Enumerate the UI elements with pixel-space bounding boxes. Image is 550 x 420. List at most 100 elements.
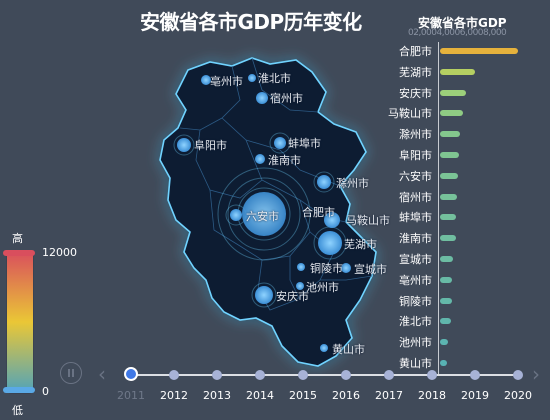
ranking-bar[interactable] (440, 110, 463, 117)
city-bubbles[interactable] (177, 74, 351, 352)
ranking-bar[interactable] (440, 48, 518, 54)
timeline-dot[interactable] (427, 370, 437, 380)
city-label: 合肥市 (302, 206, 335, 219)
visual-map-low-label: 低 (12, 404, 23, 417)
timeline-dot[interactable] (169, 370, 179, 380)
prev-arrow-icon[interactable]: ‹ (98, 362, 106, 386)
ranking-bar[interactable] (440, 339, 448, 346)
city-label: 黄山市 (332, 343, 365, 356)
ranking-label: 阜阳市 (399, 149, 432, 162)
city-rings (173, 132, 347, 308)
ranking-label: 马鞍山市 (388, 107, 432, 121)
visual-map-high-label: 高 (12, 232, 23, 245)
ranking-label: 滁州市 (399, 128, 432, 142)
ranking-label: 亳州市 (399, 273, 432, 287)
ranking-label: 铜陵市 (399, 294, 432, 308)
pause-button[interactable] (60, 362, 82, 384)
ranking-bar[interactable] (440, 131, 460, 138)
bubble-xuancheng[interactable] (341, 263, 351, 273)
ranking-bar[interactable] (440, 276, 453, 283)
ranking-bar[interactable] (440, 360, 448, 366)
timeline-year-label[interactable]: 2012 (160, 389, 188, 402)
timeline-dot[interactable] (341, 370, 351, 380)
visual-map-bottom-handle[interactable] (3, 387, 35, 393)
ranking-label: 黄山市 (399, 357, 432, 370)
bubble-bozhou[interactable] (201, 75, 211, 85)
timeline-dot[interactable] (212, 370, 222, 380)
city-label: 安庆市 (276, 290, 309, 303)
ranking-label: 六安市 (399, 169, 432, 183)
timeline-dot[interactable] (513, 370, 523, 380)
bubble-hefei[interactable] (242, 192, 286, 236)
ranking-label: 蚌埠市 (399, 211, 432, 225)
timeline-year-label[interactable]: 2018 (418, 389, 446, 402)
bubble-bengbu[interactable] (274, 137, 286, 149)
page-title: 安徽省各市GDP历年变化 (140, 10, 362, 34)
bubble-maanshan[interactable] (324, 212, 340, 228)
city-label: 芜湖市 (344, 238, 377, 251)
timeline-year-label[interactable]: 2015 (289, 389, 317, 402)
visual-map-gradient (6, 250, 34, 394)
ranking-bar[interactable] (440, 172, 458, 179)
city-label: 马鞍山市 (346, 214, 390, 227)
visual-map-min-value: 0 (42, 385, 49, 398)
bubble-chizhou[interactable] (296, 282, 304, 290)
ranking-label: 宣城市 (399, 253, 432, 266)
city-label: 铜陵市 (310, 262, 343, 275)
ranking-label: 淮北市 (399, 315, 432, 329)
visual-map-max-value: 12000 (42, 246, 77, 259)
city-label: 宣城市 (354, 263, 387, 276)
timeline-current-dot[interactable] (124, 367, 138, 381)
city-label: 宿州市 (270, 92, 303, 105)
visual-map-top-handle[interactable] (3, 250, 35, 256)
ranking-bar[interactable] (440, 235, 456, 242)
timeline-year-label[interactable]: 2020 (504, 389, 532, 402)
ranking-axis-line (438, 42, 439, 374)
bubble-huainan[interactable] (255, 154, 265, 164)
timeline-track[interactable] (131, 374, 518, 376)
timeline-year-label[interactable]: 2016 (332, 389, 360, 402)
ranking-bar[interactable] (440, 152, 459, 158)
bubble-huaibei[interactable] (248, 74, 256, 82)
city-label: 池州市 (306, 281, 339, 294)
timeline-dot[interactable] (470, 370, 480, 380)
ranking-label: 淮南市 (399, 232, 432, 246)
ranking-label: 安庆市 (399, 86, 432, 100)
timeline-year-label[interactable]: 2014 (246, 389, 274, 402)
timeline-year-label[interactable]: 2017 (375, 389, 403, 402)
city-label: 淮南市 (268, 154, 301, 167)
timeline-year-label[interactable]: 2011 (117, 389, 145, 402)
bubble-fuyang[interactable] (177, 138, 191, 152)
ranking-label: 芜湖市 (399, 65, 432, 79)
ranking-bar[interactable] (440, 214, 457, 221)
timeline-dot[interactable] (298, 370, 308, 380)
timeline-dot[interactable] (255, 370, 265, 380)
timeline-year-label[interactable]: 2019 (461, 389, 489, 402)
bubble-suzhou[interactable] (256, 92, 268, 104)
ranking-label: 宿州市 (399, 190, 432, 204)
bubble-anqing[interactable] (255, 286, 273, 304)
ranking-bar[interactable] (440, 256, 454, 262)
city-label: 蚌埠市 (288, 137, 321, 150)
bubble-luan[interactable] (230, 209, 242, 221)
bubble-tongling[interactable] (297, 263, 305, 271)
city-label: 淮北市 (258, 72, 291, 85)
ranking-label: 合肥市 (399, 45, 432, 58)
city-label: 阜阳市 (194, 139, 227, 152)
timeline-dot[interactable] (384, 370, 394, 380)
timeline-year-label[interactable]: 2013 (203, 389, 231, 402)
bubble-huangshan[interactable] (320, 344, 328, 352)
city-label: 滁州市 (336, 177, 369, 190)
city-label: 六安市 (246, 210, 279, 223)
ranking-bar[interactable] (440, 68, 476, 75)
ranking-axis-ticks: 02,0004,0006,0008,000 (408, 28, 507, 38)
ranking-bar[interactable] (440, 318, 451, 325)
next-arrow-icon[interactable]: › (532, 362, 540, 386)
ranking-bar[interactable] (440, 89, 466, 96)
ranking-bar[interactable] (440, 193, 458, 200)
bubble-chuzhou[interactable] (317, 175, 331, 189)
ranking-bar[interactable] (440, 297, 452, 304)
bubble-wuhu[interactable] (318, 231, 342, 255)
ranking-title: 安徽省各市GDP (418, 16, 507, 30)
